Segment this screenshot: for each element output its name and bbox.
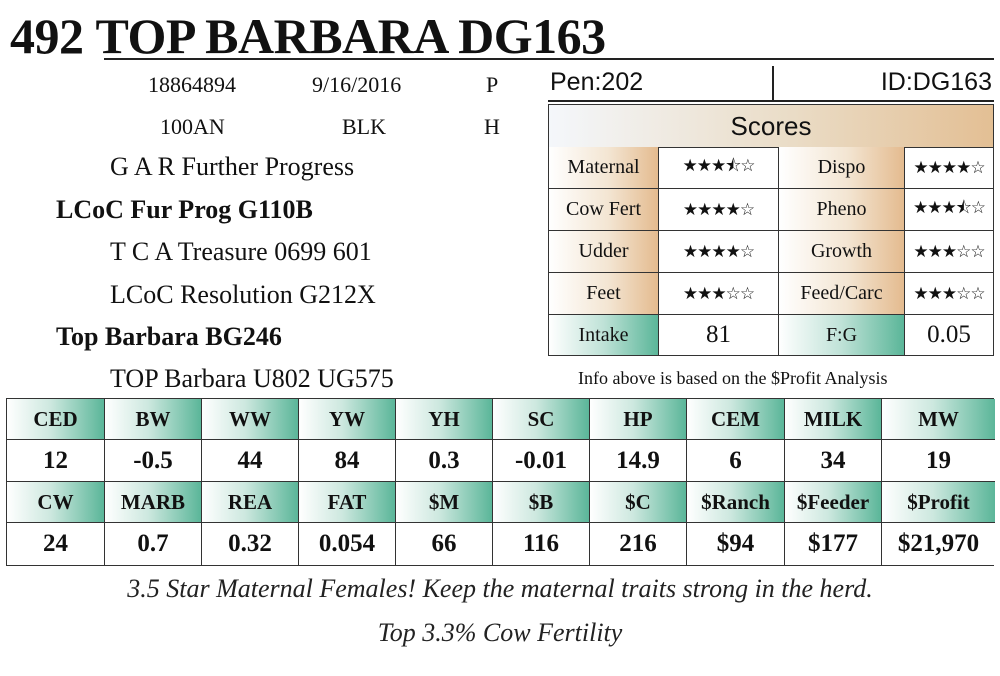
- score-label-maternal: Maternal: [549, 147, 659, 189]
- intake-label: Intake: [549, 315, 659, 355]
- score-label-feet: Feet: [549, 273, 659, 315]
- scores-header: Scores: [549, 105, 993, 148]
- epd-value-dollar-c: 216: [590, 523, 687, 565]
- epd-table: CED 12 BW -0.5 WW 44 YW 84 YH 0.3 SC -0.01 HP 14.9 CEM…: [6, 398, 995, 566]
- epd-label-dollar-c: $C: [590, 482, 687, 523]
- scores-table: Scores Maternal ★★★⯪☆ Dispo ★★★★☆ Cow Fe…: [548, 104, 994, 356]
- epd-label-mw: MW: [882, 399, 995, 440]
- epd-value-yw: 84: [299, 440, 396, 482]
- fg-label: F:G: [779, 315, 905, 355]
- breed-code: 100AN: [160, 114, 225, 139]
- epd-label-hp: HP: [590, 399, 687, 440]
- score-label-growth: Growth: [779, 231, 905, 273]
- registration-number: 18864894: [148, 72, 236, 97]
- score-stars-maternal: ★★★⯪☆: [659, 147, 779, 189]
- epd-value-marb: 0.7: [105, 523, 202, 565]
- color-code: BLK: [342, 114, 386, 139]
- title-underline: [104, 58, 994, 60]
- info-code-p: P: [486, 72, 499, 97]
- birth-date: 9/16/2016: [312, 72, 402, 97]
- epd-value-cw: 24: [7, 523, 105, 565]
- epd-label-dollar-profit: $Profit: [882, 482, 995, 523]
- score-stars-pheno: ★★★⯪☆: [905, 189, 993, 231]
- score-stars-feed-carc: ★★★☆☆: [905, 273, 993, 315]
- score-stars-growth: ★★★☆☆: [905, 231, 993, 273]
- score-label-udder: Udder: [549, 231, 659, 273]
- epd-label-dollar-ranch: $Ranch: [687, 482, 785, 523]
- score-stars-feet: ★★★☆☆: [659, 273, 779, 315]
- epd-label-cem: CEM: [687, 399, 785, 440]
- lot-title: 492 TOP BARBARA DG163: [10, 8, 606, 64]
- epd-value-hp: 14.9: [590, 440, 687, 482]
- epd-value-bw: -0.5: [105, 440, 202, 482]
- epd-value-sc: -0.01: [493, 440, 590, 482]
- epd-value-dollar-ranch: $94: [687, 523, 785, 565]
- score-stars-udder: ★★★★☆: [659, 231, 779, 273]
- intake-value: 81: [659, 315, 779, 355]
- score-label-cow-fert: Cow Fert: [549, 189, 659, 231]
- epd-label-dollar-b: $B: [493, 482, 590, 523]
- pedigree-sire-dam: T C A Treasure 0699 601: [110, 237, 372, 266]
- profit-analysis-note: Info above is based on the $Profit Analy…: [578, 368, 888, 388]
- epd-value-rea: 0.32: [202, 523, 299, 565]
- lot-number: 492: [10, 8, 84, 64]
- epd-value-dollar-feeder: $177: [785, 523, 882, 565]
- epd-label-milk: MILK: [785, 399, 882, 440]
- tagline-cow-fertility: Top 3.3% Cow Fertility: [377, 618, 623, 647]
- pedigree-sire: LCoC Fur Prog G110B: [56, 195, 313, 224]
- epd-value-dollar-profit: $21,970: [882, 523, 995, 565]
- epd-value-mw: 19: [882, 440, 995, 482]
- pedigree-dam: Top Barbara BG246: [56, 322, 282, 351]
- epd-label-bw: BW: [105, 399, 202, 440]
- score-label-feed-carc: Feed/Carc: [779, 273, 905, 315]
- epd-value-yh: 0.3: [396, 440, 493, 482]
- epd-value-ced: 12: [7, 440, 105, 482]
- pen-id-row: Pen:202 ID:DG163: [548, 66, 994, 102]
- epd-value-cem: 6: [687, 440, 785, 482]
- epd-label-marb: MARB: [105, 482, 202, 523]
- epd-label-yw: YW: [299, 399, 396, 440]
- animal-id: ID:DG163: [880, 68, 992, 96]
- score-label-dispo: Dispo: [779, 147, 905, 189]
- animal-name: TOP BARBARA DG163: [95, 8, 607, 64]
- epd-label-sc: SC: [493, 399, 590, 440]
- info-code-h: H: [484, 114, 500, 139]
- pen-id-divider: [772, 66, 774, 100]
- epd-value-milk: 34: [785, 440, 882, 482]
- fg-value: 0.05: [927, 321, 971, 348]
- score-stars-cow-fert: ★★★★☆: [659, 189, 779, 231]
- score-stars-dispo: ★★★★☆: [905, 147, 993, 189]
- tagline-maternal: 3.5 Star Maternal Females! Keep the mate…: [127, 574, 873, 603]
- pedigree-dam-sire: LCoC Resolution G212X: [110, 280, 376, 309]
- epd-label-ww: WW: [202, 399, 299, 440]
- pedigree-dam-dam: TOP Barbara U802 UG575: [110, 364, 394, 393]
- epd-value-ww: 44: [202, 440, 299, 482]
- epd-value-dollar-b: 116: [493, 523, 590, 565]
- score-label-pheno: Pheno: [779, 189, 905, 231]
- epd-label-dollar-m: $M: [396, 482, 493, 523]
- epd-label-ced: CED: [7, 399, 105, 440]
- pedigree-sire-sire: G A R Further Progress: [110, 152, 355, 181]
- epd-value-dollar-m: 66: [396, 523, 493, 565]
- epd-label-fat: FAT: [299, 482, 396, 523]
- epd-value-fat: 0.054: [299, 523, 396, 565]
- pen-number: Pen:202: [550, 68, 644, 96]
- epd-label-dollar-feeder: $Feeder: [785, 482, 882, 523]
- epd-label-rea: REA: [202, 482, 299, 523]
- epd-label-yh: YH: [396, 399, 493, 440]
- epd-label-cw: CW: [7, 482, 105, 523]
